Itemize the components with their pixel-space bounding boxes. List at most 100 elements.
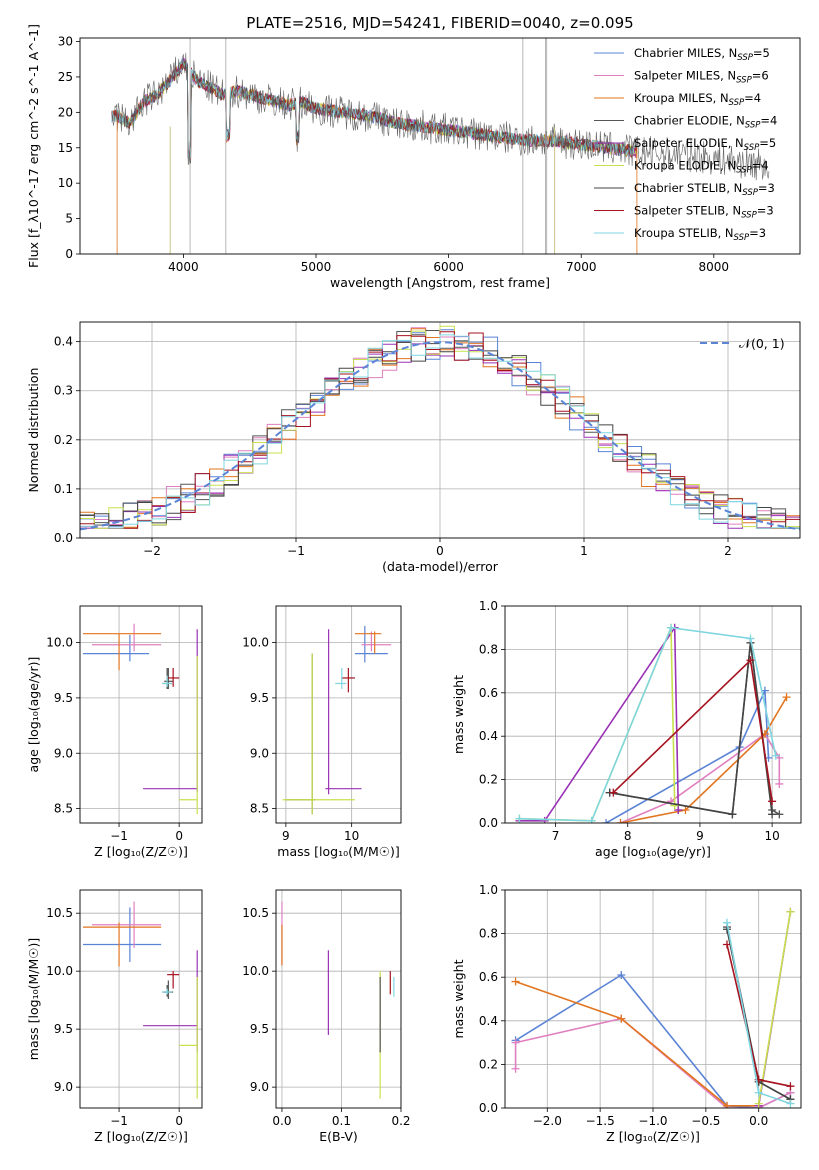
legend-subscript: SSP: [737, 53, 753, 63]
x-tick-label: 7: [552, 829, 560, 843]
x-axis-label: Z [log₁₀(Z/Z☉)]: [94, 1129, 188, 1144]
y-tick-label: 9.5: [54, 691, 73, 705]
y-tick-label: 9.0: [250, 746, 269, 760]
y-tick-label: 10.5: [242, 906, 269, 920]
spectrum-line-3: [111, 52, 770, 181]
x-tick-label: −1: [110, 829, 128, 843]
series-marker: [723, 918, 731, 927]
x-tick-label: 9: [696, 829, 704, 843]
gaussian-curve: [80, 341, 800, 531]
y-axis-label: mass [log₁₀(M/M☉)]: [26, 938, 41, 1060]
panel-mass-vs-z: −1 0 9.0 9.5 10.0 10.5 Z [log₁₀(Z/Z☉)] mass [lo…: [26, 889, 203, 1144]
plot-area: [276, 890, 401, 1108]
panel-spectrum: 4000 5000 6000 7000 8000 0 5 10 15 20 25 30 waveleng…: [26, 24, 801, 290]
x-tick-label: −2: [143, 544, 161, 558]
x-tick-label: 10: [764, 829, 779, 843]
y-tick-label: 0.6: [479, 970, 498, 984]
y-tick-label: 1.0: [479, 883, 498, 897]
x-axis-label: Z [log₁₀(Z/Z☉)]: [94, 844, 188, 859]
plot-layer: [80, 606, 202, 823]
errorbar-point-4: [325, 629, 362, 795]
legend-label: Kroupa ELODIE, NSSP=4: [634, 159, 769, 176]
legend-label: Chabrier ELODIE, NSSP=4: [634, 114, 777, 131]
series-marker: [670, 801, 679, 810]
x-tick-label: −1.5: [586, 1114, 615, 1128]
axes-frame: [79, 605, 203, 824]
y-tick-label: 0.2: [479, 773, 498, 787]
plot-layer: [505, 890, 801, 1108]
x-tick-label: 5000: [301, 260, 332, 274]
legend: Chabrier MILES, NSSP=5 Salpeter MILES, NS…: [594, 46, 777, 243]
axes-frame: [275, 605, 402, 824]
x-axis-label: (data-model)/error: [382, 559, 499, 574]
plot-layer: [276, 890, 401, 1108]
series-marker: [511, 977, 520, 986]
histogram-7: [80, 331, 800, 529]
y-tick-label: 25: [58, 70, 73, 84]
errorbar-point-1: [92, 901, 162, 948]
legend-subscript: SSP: [736, 76, 752, 86]
errorbar-point-5: [179, 976, 198, 1099]
y-tick-label: 10.5: [46, 906, 73, 920]
y-tick-label: 0.3: [54, 384, 73, 398]
x-tick-label: 6000: [433, 260, 464, 274]
plot-layer: [80, 890, 202, 1108]
y-tick-label: 0.2: [479, 1057, 498, 1071]
x-tick-label: 0: [175, 829, 183, 843]
x-tick-label: 10: [344, 829, 359, 843]
legend-subscript: SSP: [744, 143, 760, 153]
figure-title: PLATE=2516, MJD=54241, FIBERID=0040, z=0…: [246, 14, 633, 32]
y-tick-label: 0.0: [479, 816, 498, 830]
series-marker: [786, 1099, 795, 1108]
panel-age-vs-mass: 9 10 8.5 9.0 9.5 10.0 mass [log₁₀(M/M☉)]: [242, 605, 402, 859]
x-axis-label: E(B-V): [319, 1129, 358, 1144]
x-axis-label: mass [log₁₀(M/M☉)]: [277, 844, 399, 859]
y-axis-label: age [log₁₀(age/yr)]: [26, 657, 41, 773]
errorbar-point-2: [83, 922, 162, 967]
legend-count: =4: [760, 114, 777, 128]
y-tick-label: 0: [65, 247, 73, 261]
y-tick-label: 0.4: [479, 729, 498, 743]
plot-area: [505, 606, 801, 823]
legend-label: Chabrier MILES, NSSP=5: [634, 46, 770, 63]
x-axis-label: age [log₁₀(age/yr)]: [595, 844, 711, 859]
y-tick-label: 10.0: [242, 636, 269, 650]
series-marker: [511, 1064, 520, 1073]
errorbar-point-1: [92, 623, 162, 652]
legend-count: =3: [758, 181, 775, 195]
series-line-0: [605, 690, 770, 823]
panel-massweight-vs-age: 7 8 9 10 0.0 0.2 0.4 0.6 0.8 1.0 age [log₁₀(age/yr…: [451, 599, 802, 859]
series-marker: [511, 1038, 520, 1047]
axes-frame: [79, 37, 801, 255]
axes-frame: [504, 605, 802, 824]
y-tick-label: 9.5: [250, 691, 269, 705]
x-tick-label: 0.1: [332, 1114, 351, 1128]
series-marker: [771, 751, 780, 760]
y-tick-label: 0.4: [54, 335, 73, 349]
y-tick-label: 9.0: [54, 1080, 73, 1094]
plot-area: [80, 38, 800, 254]
legend-subscript: SSP: [742, 188, 758, 198]
y-tick-label: 15: [58, 141, 73, 155]
axes-frame: [504, 889, 802, 1109]
errorbar-point-0: [83, 907, 162, 962]
legend-count: =6: [752, 69, 769, 83]
y-tick-label: 10.0: [46, 636, 73, 650]
x-axis-label: Z [log₁₀(Z/Z☉)]: [606, 1129, 700, 1144]
y-tick-label: 9.5: [54, 1022, 73, 1036]
legend-count: =4: [744, 91, 761, 105]
axes-frame: [79, 321, 801, 539]
series-marker: [587, 816, 596, 823]
x-tick-label: −1.0: [638, 1114, 667, 1128]
x-tick-label: 1: [580, 544, 588, 558]
y-tick-label: 5: [65, 212, 73, 226]
y-tick-label: 9.0: [250, 1080, 269, 1094]
errorbar-point-8: [162, 988, 172, 995]
x-tick-label: −1: [287, 544, 305, 558]
x-tick-label: 8: [624, 829, 632, 843]
x-tick-label: −1: [110, 1114, 128, 1128]
series-marker: [617, 1014, 626, 1023]
axes-frame: [275, 889, 402, 1109]
series-marker: [775, 810, 784, 819]
legend-label: Kroupa STELIB, NSSP=3: [634, 226, 766, 243]
